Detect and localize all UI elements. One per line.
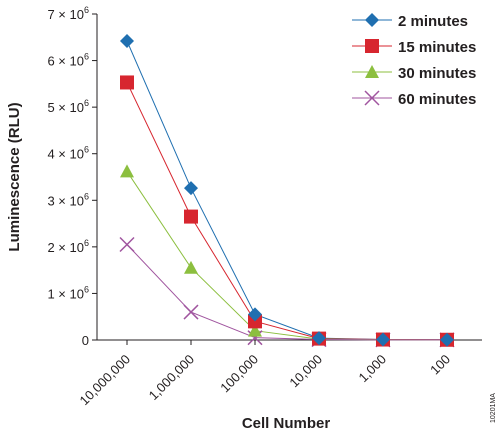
series-markers-group <box>120 34 454 347</box>
x-tick-label: 100,000 <box>217 352 261 396</box>
legend-item: 60 minutes <box>352 90 476 108</box>
y-tick-label: 0 <box>82 333 89 348</box>
data-point-triangle <box>365 65 379 78</box>
x-axis-title: Cell Number <box>242 415 331 432</box>
y-tick-label: 3 × 106 <box>47 191 89 208</box>
data-point-triangle <box>248 323 262 337</box>
x-tick-label: 1,000 <box>356 352 390 386</box>
figure-code: 10201MA <box>490 393 497 423</box>
data-point-diamond <box>440 332 454 347</box>
series-lines <box>126 40 448 341</box>
x-tick-label: 100 <box>427 352 453 378</box>
y-tick-label: 7 × 106 <box>47 5 89 22</box>
legend-label: 30 minutes <box>398 65 476 82</box>
x-tick-label: 10,000,000 <box>76 352 133 409</box>
data-point-diamond <box>312 331 326 346</box>
series-markers <box>119 34 455 348</box>
y-axis-ticks: 0 1 × 106 2 × 106 3 × 106 4 × 106 5 × 106 6 × … <box>47 5 97 348</box>
data-point-diamond <box>184 181 198 196</box>
data-point-triangle <box>120 164 134 178</box>
data-point-x <box>183 304 199 320</box>
data-point-triangle <box>184 260 198 274</box>
data-point-x <box>119 236 135 253</box>
data-point-diamond <box>376 332 390 347</box>
series-line <box>126 82 448 341</box>
y-tick-label: 6 × 106 <box>47 52 89 69</box>
series-markers-group <box>120 164 454 346</box>
legend-item: 2 minutes <box>352 13 468 30</box>
legend: 2 minutes 15 minutes 30 minutes 60 minutes <box>352 13 476 108</box>
x-axis-ticks: 10,000,000 1,000,000 100,000 10,000 1,000 100 <box>76 340 453 408</box>
legend-item: 15 minutes <box>352 39 476 56</box>
legend-item: 30 minutes <box>352 65 476 82</box>
y-tick-label: 4 × 106 <box>47 145 89 162</box>
data-point-square <box>184 209 198 224</box>
data-point-square <box>365 39 379 53</box>
series-markers-group <box>120 75 454 347</box>
data-point-x <box>364 90 380 106</box>
legend-label: 15 minutes <box>398 39 476 56</box>
y-axis-title: Luminescence (RLU) <box>6 102 23 251</box>
legend-label: 2 minutes <box>398 13 468 30</box>
y-tick-label: 2 × 106 <box>47 238 89 255</box>
y-tick-label: 1 × 106 <box>47 284 89 301</box>
series-line <box>126 171 448 341</box>
series-line <box>126 244 448 341</box>
legend-label: 60 minutes <box>398 91 476 108</box>
data-point-diamond <box>365 13 379 27</box>
data-point-square <box>120 75 134 90</box>
data-point-diamond <box>120 34 134 49</box>
x-tick-label: 10,000 <box>286 352 325 391</box>
data-point-diamond <box>248 307 262 322</box>
y-tick-label: 5 × 106 <box>47 98 89 115</box>
x-tick-label: 1,000,000 <box>146 352 198 404</box>
